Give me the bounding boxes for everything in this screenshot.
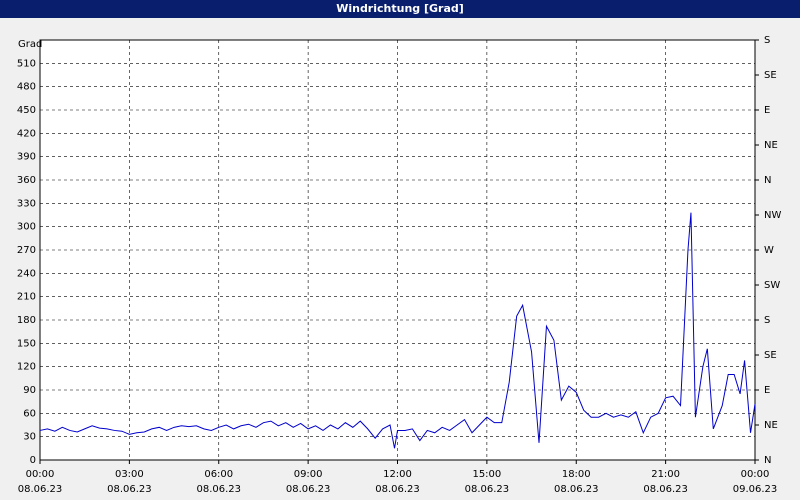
- y2-tick-label: NE: [764, 140, 778, 151]
- y2-tick-label: N: [764, 175, 771, 186]
- plot-border: [39, 39, 756, 461]
- x-tick-label: 18:00: [562, 469, 591, 480]
- y-tick-label: 90: [23, 385, 36, 396]
- y2-tick-label: N: [764, 455, 771, 466]
- x-tick-label: 00:00: [26, 469, 55, 480]
- y-tick-label: 360: [17, 175, 36, 186]
- y-tick-label: 330: [17, 198, 36, 209]
- y-tick-label: 120: [17, 362, 36, 373]
- y-tick-label: 180: [17, 315, 36, 326]
- data-line: [39, 212, 756, 449]
- x-tick-date: 08.06.23: [196, 484, 241, 495]
- y-tick-label: 150: [17, 338, 36, 349]
- y-axis-label: Grad: [18, 39, 42, 50]
- y2-tick-label: E: [764, 105, 770, 116]
- y2-tick-label: SW: [764, 280, 780, 291]
- y-tick-label: 240: [17, 268, 36, 279]
- x-tick-date: 08.06.23: [375, 484, 420, 495]
- y-tick-label: 390: [17, 152, 36, 163]
- x-tick-date: 08.06.23: [18, 484, 63, 495]
- y2-tick-label: W: [764, 245, 774, 256]
- y-tick-label: 60: [23, 408, 36, 419]
- y2-tick-label: SE: [764, 350, 777, 361]
- y-tick-label: 30: [23, 432, 36, 443]
- y-tick-label: 480: [17, 82, 36, 93]
- x-tick-label: 09:00: [294, 469, 323, 480]
- y-tick-label: 420: [17, 128, 36, 139]
- x-tick-label: 06:00: [204, 469, 233, 480]
- y-tick-label: 300: [17, 222, 36, 233]
- y2-tick-label: S: [764, 315, 770, 326]
- y2-tick-label: NW: [764, 210, 781, 221]
- title-bar: Windrichtung [Grad]: [0, 0, 800, 18]
- x-tick-date: 08.06.23: [554, 484, 599, 495]
- x-tick-label: 12:00: [383, 469, 412, 480]
- y2-tick-label: SE: [764, 70, 777, 81]
- x-tick-label: 00:00: [741, 469, 770, 480]
- y2-tick-label: S: [764, 35, 770, 46]
- y-tick-label: 0: [30, 455, 36, 466]
- y-tick-label: 270: [17, 245, 36, 256]
- x-tick-date: 09.06.23: [733, 484, 778, 495]
- y-tick-label: 450: [17, 105, 36, 116]
- x-tick-label: 21:00: [651, 469, 680, 480]
- x-tick-label: 03:00: [115, 469, 144, 480]
- x-tick-label: 15:00: [472, 469, 501, 480]
- y2-tick-label: E: [764, 385, 770, 396]
- x-tick-date: 08.06.23: [643, 484, 688, 495]
- y2-tick-label: NE: [764, 420, 778, 431]
- x-tick-date: 08.06.23: [286, 484, 331, 495]
- x-tick-date: 08.06.23: [465, 484, 510, 495]
- y-tick-label: 210: [17, 292, 36, 303]
- y-tick-label: 510: [17, 58, 36, 69]
- x-tick-date: 08.06.23: [107, 484, 152, 495]
